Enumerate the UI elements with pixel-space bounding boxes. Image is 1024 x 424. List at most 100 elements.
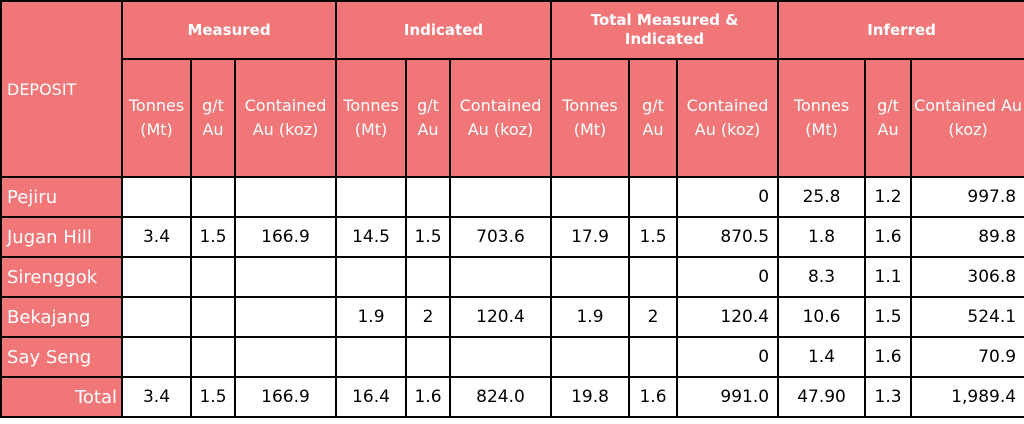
table-row: Sirenggok 0 8.3 1.1 306.8 [0,256,1024,298]
table-cell [550,336,631,378]
table-cell: 1.6 [628,376,679,418]
measured-contained-header: Contained Au (koz) [233,58,338,178]
table-cell: 1.5 [628,216,679,258]
table-cell: 306.8 [910,256,1024,298]
table-row: Jugan Hill 3.4 1.5 166.9 14.5 1.5 703.6 17.9 1.5… [0,216,1024,258]
table-cell [233,256,338,298]
table-cell: 3.4 [121,376,192,418]
table-cell: 8.3 [777,256,867,298]
table-cell: 1.6 [405,376,452,418]
table-cell [121,296,192,338]
table-cell: 47.90 [777,376,867,418]
deposit-name: Say Seng [0,336,123,378]
table-cell [628,336,679,378]
table-cell: 824.0 [449,376,553,418]
table-cell: 1.9 [335,296,408,338]
table-cell [190,256,236,298]
table-cell: 19.8 [550,376,631,418]
group-indicated: Indicated [335,0,553,60]
table-cell: 870.5 [676,216,780,258]
deposit-name: Jugan Hill [0,216,123,258]
inferred-grade-header: g/t Au [864,58,913,178]
table-cell [449,176,553,218]
table-cell [335,336,408,378]
table-cell: 25.8 [777,176,867,218]
table-cell: 997.8 [910,176,1024,218]
group-header-row: DEPOSIT Measured Indicated Total Measure… [0,0,1024,178]
deposit-name: Sirenggok [0,256,123,298]
measured-grade-header: g/t Au [190,58,236,178]
table-cell [121,256,192,298]
table-cell: 1.6 [864,216,913,258]
table-cell [190,176,236,218]
table-cell: 120.4 [449,296,553,338]
table-cell: 10.6 [777,296,867,338]
measured-tonnes-header: Tonnes (Mt) [121,58,192,178]
table-cell [335,256,408,298]
group-inferred: Inferred [777,0,1024,60]
table-cell: 1.1 [864,256,913,298]
table-row: Total 3.4 1.5 166.9 16.4 1.6 824.0 19.8 1.6 991.0… [0,376,1024,418]
table-cell [405,256,452,298]
table-cell: 703.6 [449,216,553,258]
table-cell [190,296,236,338]
table-cell: 14.5 [335,216,408,258]
table-cell: 166.9 [233,376,338,418]
table-cell [233,296,338,338]
table-cell: 70.9 [910,336,1024,378]
total-mi-contained-header: Contained Au (koz) [676,58,780,178]
table-cell [233,336,338,378]
table-cell: 1.5 [190,376,236,418]
table-cell: 1.3 [864,376,913,418]
table-cell: 0 [676,336,780,378]
table-cell: 1.9 [550,296,631,338]
table-cell [449,256,553,298]
table-cell: 16.4 [335,376,408,418]
table-cell [405,336,452,378]
table-cell: 166.9 [233,216,338,258]
table-cell: 1,989.4 [910,376,1024,418]
table-cell [335,176,408,218]
table-cell: 0 [676,176,780,218]
table-cell: 0 [676,256,780,298]
group-total-measured-indicated: Total Measured & Indicated [550,0,780,60]
table-cell [121,336,192,378]
table-cell [405,176,452,218]
table-cell [190,336,236,378]
table-cell: 524.1 [910,296,1024,338]
table-cell: 1.6 [864,336,913,378]
table-cell [550,256,631,298]
table-cell [628,176,679,218]
table-cell: 1.4 [777,336,867,378]
table-cell: 3.4 [121,216,192,258]
indicated-grade-header: g/t Au [405,58,452,178]
inferred-tonnes-header: Tonnes (Mt) [777,58,867,178]
deposit-name: Bekajang [0,296,123,338]
table-cell: 89.8 [910,216,1024,258]
table-row: Pejiru 0 25.8 1.2 997.8 [0,176,1024,218]
table-row: Bekajang 1.9 2 120.4 1.9 2 120.4 10.6 1.5 524.1 [0,296,1024,338]
total-mi-grade-header: g/t Au [628,58,679,178]
deposit-name: Pejiru [0,176,123,218]
group-measured: Measured [120,0,338,60]
table-cell: 2 [405,296,452,338]
inferred-contained-header: Contained Au (koz) [910,58,1024,178]
sub-header-row: Tonnes (Mt) g/t Au Contained Au (koz) To… [1,58,1024,178]
table-cell [550,176,631,218]
table-cell [449,336,553,378]
table-cell: 991.0 [676,376,780,418]
total-mi-tonnes-header: Tonnes (Mt) [550,58,631,178]
table-cell: 1.5 [190,216,236,258]
deposit-header: DEPOSIT [0,0,123,178]
table-cell: 1.8 [777,216,867,258]
table-cell: 1.2 [864,176,913,218]
table-cell [233,176,338,218]
table-row: Say Seng 0 1.4 1.6 70.9 [0,336,1024,378]
table-cell: 1.5 [405,216,452,258]
deposit-name: Total [0,376,123,418]
table-cell: 17.9 [550,216,631,258]
indicated-tonnes-header: Tonnes (Mt) [335,58,408,178]
table-cell [628,256,679,298]
table-cell [121,176,192,218]
